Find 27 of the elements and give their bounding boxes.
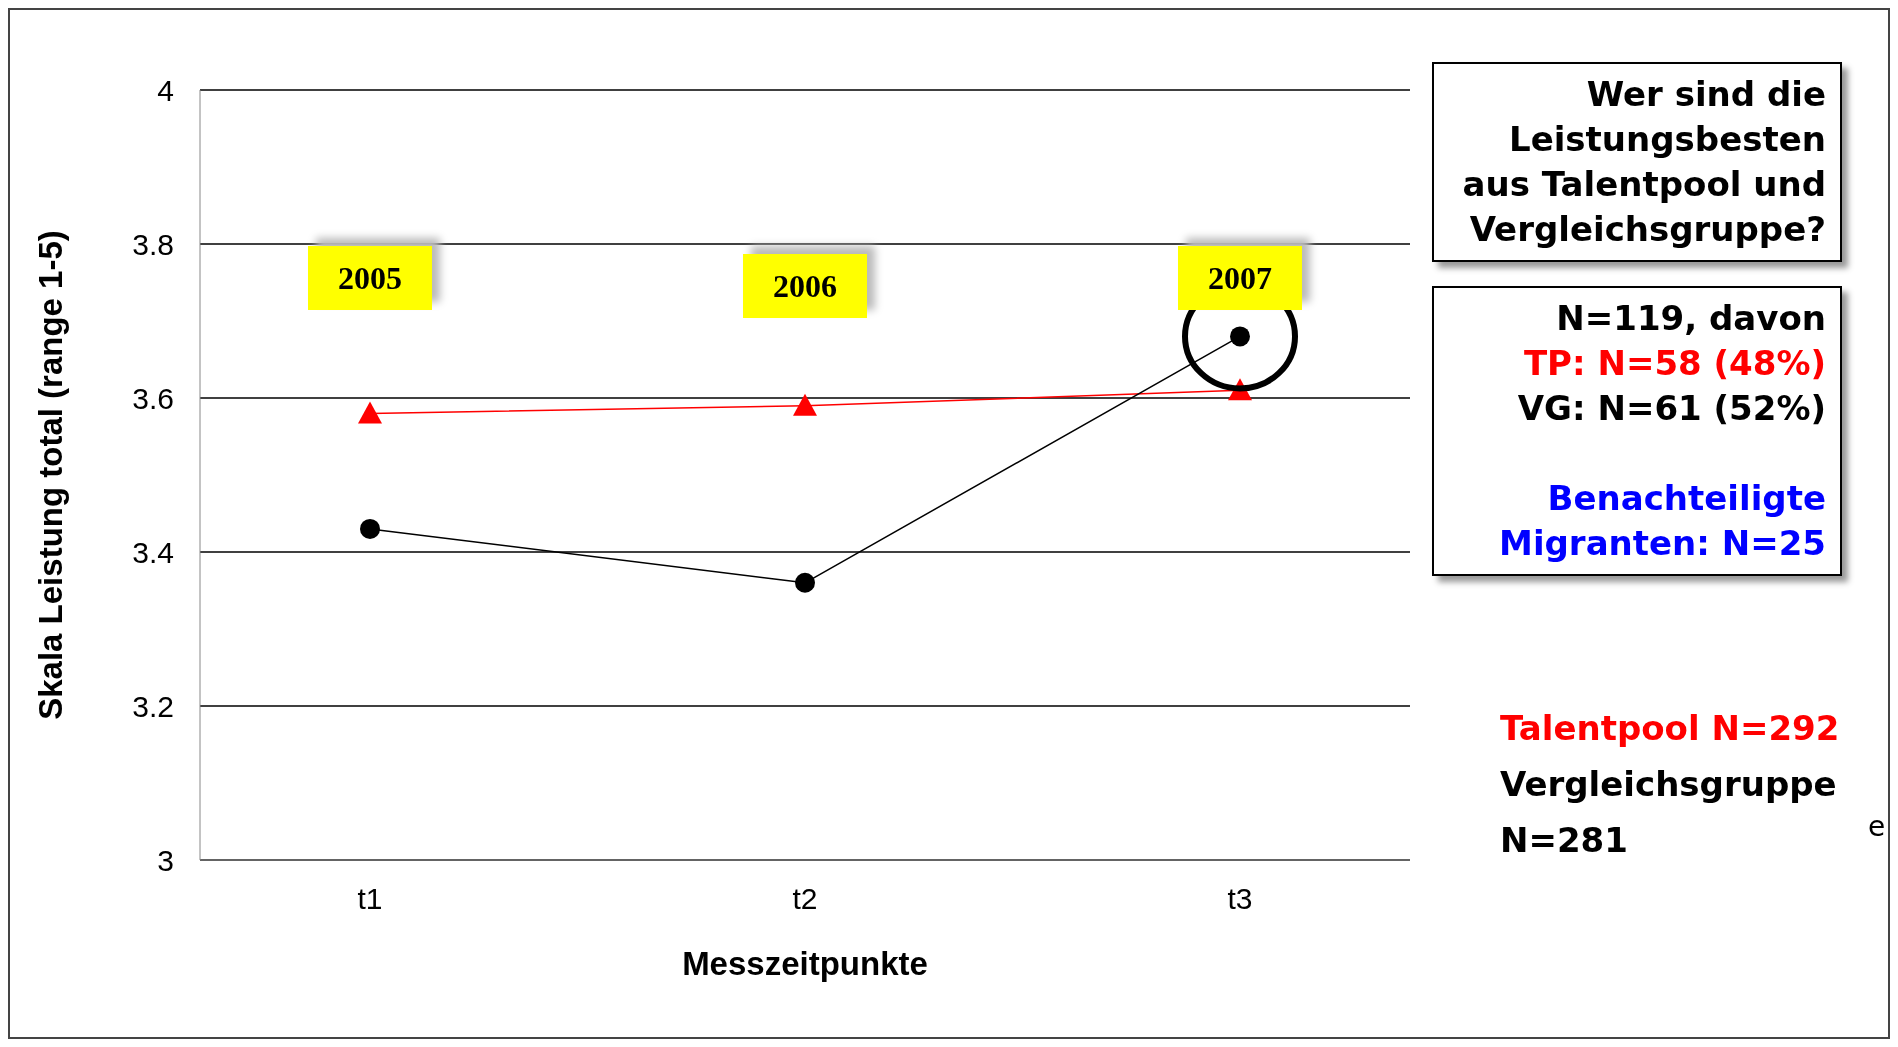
annotation: 2006 <box>743 254 867 318</box>
x-axis-title: Messzeitpunkte <box>682 945 928 982</box>
y-axis-title: Skala Leistung total (range 1-5) <box>31 230 69 720</box>
point <box>795 572 815 593</box>
annotation: 2007 <box>1178 246 1302 310</box>
point <box>1230 326 1250 347</box>
text: e <box>1868 810 1886 843</box>
text: TP: N=58 (48%) <box>1522 342 1826 385</box>
y-tick-label: 3.8 <box>132 227 174 261</box>
point <box>358 401 382 424</box>
text: Vergleichsgruppe N=281 <box>1500 763 1838 862</box>
y-tick-label: 3.6 <box>132 381 174 415</box>
annotation: 2005 <box>308 246 432 310</box>
point <box>360 518 380 539</box>
text: Benachteiligte Migranten: N=25 <box>1498 477 1826 565</box>
text: Talentpool N=292 <box>1500 707 1840 750</box>
x-tick-label: t1 <box>357 882 383 916</box>
x-tick-label: t2 <box>792 882 818 916</box>
text: N=119, davon <box>1555 297 1826 340</box>
point <box>793 393 817 416</box>
y-tick-label: 3.2 <box>132 689 174 723</box>
text: Wer sind die Leistungsbesten aus Talentpool und Vergleichsgruppe? <box>1432 62 1842 262</box>
x-tick-label: t3 <box>1227 882 1253 916</box>
y-tick-label: 3 <box>157 843 174 877</box>
y-tick-label: 4 <box>157 73 174 107</box>
y-tick-label: 3.4 <box>132 535 174 569</box>
text: VG: N=61 (52%) <box>1516 387 1826 430</box>
